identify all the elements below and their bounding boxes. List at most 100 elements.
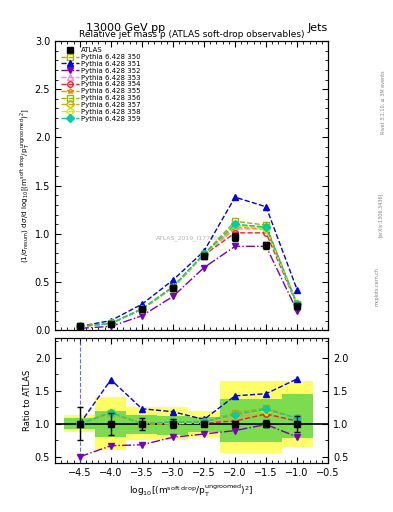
- Pythia 6.428 350: [108, 321, 113, 327]
- Pythia 6.428 350: [295, 301, 299, 307]
- Pythia 6.428 358: [295, 301, 299, 307]
- Pythia 6.428 351: [171, 277, 175, 283]
- Pythia 6.428 357: [264, 225, 268, 231]
- Pythia 6.428 352: [264, 243, 268, 249]
- Pythia 6.428 355: [140, 306, 144, 312]
- Pythia 6.428 356: [108, 321, 113, 327]
- Pythia 6.428 356: [295, 301, 299, 307]
- Pythia 6.428 357: [140, 306, 144, 312]
- Pythia 6.428 352: [108, 323, 113, 329]
- Pythia 6.428 358: [108, 321, 113, 327]
- Pythia 6.428 358: [77, 323, 82, 329]
- Pythia 6.428 353: [108, 321, 113, 327]
- Pythia 6.428 353: [140, 306, 144, 312]
- Pythia 6.428 354: [108, 321, 113, 327]
- Pythia 6.428 359: [77, 323, 82, 329]
- Line: Pythia 6.428 350: Pythia 6.428 350: [77, 219, 300, 329]
- Text: [arXiv:1306.3436]: [arXiv:1306.3436]: [378, 193, 383, 237]
- Pythia 6.428 357: [202, 251, 206, 257]
- Pythia 6.428 354: [77, 323, 82, 329]
- Title: Relative jet mass ρ (ATLAS soft-drop observables): Relative jet mass ρ (ATLAS soft-drop obs…: [79, 30, 304, 39]
- Pythia 6.428 357: [108, 321, 113, 327]
- Pythia 6.428 358: [140, 306, 144, 312]
- Pythia 6.428 355: [233, 224, 237, 230]
- Pythia 6.428 357: [77, 323, 82, 329]
- Pythia 6.428 355: [202, 251, 206, 257]
- Pythia 6.428 350: [233, 218, 237, 224]
- Pythia 6.428 354: [295, 302, 299, 308]
- Pythia 6.428 356: [202, 251, 206, 257]
- Line: Pythia 6.428 354: Pythia 6.428 354: [77, 230, 300, 329]
- Pythia 6.428 350: [140, 306, 144, 312]
- Pythia 6.428 352: [295, 308, 299, 314]
- Pythia 6.428 355: [295, 301, 299, 307]
- X-axis label: log$_{10}$[(m$^{\rm soft\ drop}$/p$_{\rm T}^{\rm ungroomed}$)$^2$]: log$_{10}$[(m$^{\rm soft\ drop}$/p$_{\rm…: [129, 482, 254, 499]
- Pythia 6.428 352: [77, 325, 82, 331]
- Line: Pythia 6.428 352: Pythia 6.428 352: [77, 244, 300, 331]
- Pythia 6.428 356: [77, 323, 82, 329]
- Pythia 6.428 351: [233, 194, 237, 200]
- Pythia 6.428 353: [295, 301, 299, 307]
- Text: Jets: Jets: [308, 23, 328, 33]
- Pythia 6.428 353: [171, 284, 175, 290]
- Pythia 6.428 354: [264, 230, 268, 236]
- Pythia 6.428 353: [233, 226, 237, 232]
- Pythia 6.428 355: [108, 321, 113, 327]
- Pythia 6.428 353: [264, 226, 268, 232]
- Text: 13000 GeV pp: 13000 GeV pp: [86, 23, 165, 33]
- Pythia 6.428 352: [202, 265, 206, 271]
- Text: mcplots.cern.ch: mcplots.cern.ch: [375, 267, 380, 306]
- Pythia 6.428 359: [264, 224, 268, 230]
- Line: Pythia 6.428 353: Pythia 6.428 353: [77, 226, 300, 329]
- Pythia 6.428 358: [233, 222, 237, 228]
- Pythia 6.428 352: [171, 293, 175, 300]
- Y-axis label: Ratio to ATLAS: Ratio to ATLAS: [23, 370, 32, 431]
- Pythia 6.428 358: [171, 285, 175, 291]
- Pythia 6.428 359: [202, 251, 206, 257]
- Pythia 6.428 352: [140, 313, 144, 319]
- Y-axis label: $(1/\sigma_{\rm resum})$ d$\sigma$/d log$_{10}$[(m$^{\rm soft\ drop}$/p$_{\rm T}: $(1/\sigma_{\rm resum})$ d$\sigma$/d log…: [18, 108, 32, 263]
- Line: Pythia 6.428 357: Pythia 6.428 357: [77, 222, 300, 329]
- Pythia 6.428 350: [77, 323, 82, 329]
- Text: Rivet 3.1.10, ≥ 3M events: Rivet 3.1.10, ≥ 3M events: [381, 71, 386, 134]
- Text: ATLAS_2019_I1772062: ATLAS_2019_I1772062: [156, 235, 227, 241]
- Line: Pythia 6.428 359: Pythia 6.428 359: [77, 221, 300, 329]
- Pythia 6.428 354: [140, 306, 144, 312]
- Pythia 6.428 351: [264, 204, 268, 210]
- Pythia 6.428 359: [295, 301, 299, 307]
- Pythia 6.428 351: [140, 301, 144, 307]
- Pythia 6.428 352: [233, 243, 237, 249]
- Pythia 6.428 356: [233, 222, 237, 228]
- Pythia 6.428 358: [202, 252, 206, 258]
- Pythia 6.428 351: [202, 248, 206, 254]
- Pythia 6.428 356: [264, 224, 268, 230]
- Line: Pythia 6.428 355: Pythia 6.428 355: [77, 224, 300, 329]
- Pythia 6.428 357: [295, 301, 299, 307]
- Pythia 6.428 351: [108, 317, 113, 324]
- Pythia 6.428 357: [233, 222, 237, 228]
- Pythia 6.428 353: [202, 251, 206, 257]
- Pythia 6.428 350: [202, 251, 206, 257]
- Line: Pythia 6.428 351: Pythia 6.428 351: [77, 195, 300, 329]
- Pythia 6.428 355: [171, 284, 175, 290]
- Pythia 6.428 354: [171, 285, 175, 291]
- Pythia 6.428 354: [202, 252, 206, 258]
- Pythia 6.428 359: [140, 306, 144, 312]
- Pythia 6.428 359: [108, 321, 113, 327]
- Pythia 6.428 358: [264, 226, 268, 232]
- Line: Pythia 6.428 356: Pythia 6.428 356: [77, 222, 300, 329]
- Pythia 6.428 357: [171, 285, 175, 291]
- Pythia 6.428 356: [140, 306, 144, 312]
- Line: Pythia 6.428 358: Pythia 6.428 358: [77, 222, 300, 329]
- Legend: ATLAS, Pythia 6.428 350, Pythia 6.428 351, Pythia 6.428 352, Pythia 6.428 353, P: ATLAS, Pythia 6.428 350, Pythia 6.428 35…: [59, 45, 144, 124]
- Pythia 6.428 353: [77, 323, 82, 329]
- Pythia 6.428 355: [77, 323, 82, 329]
- Pythia 6.428 354: [233, 230, 237, 236]
- Pythia 6.428 350: [264, 222, 268, 228]
- Pythia 6.428 355: [264, 226, 268, 232]
- Pythia 6.428 356: [171, 284, 175, 290]
- Pythia 6.428 351: [77, 323, 82, 329]
- Pythia 6.428 350: [171, 284, 175, 290]
- Pythia 6.428 351: [295, 287, 299, 293]
- Pythia 6.428 359: [233, 221, 237, 227]
